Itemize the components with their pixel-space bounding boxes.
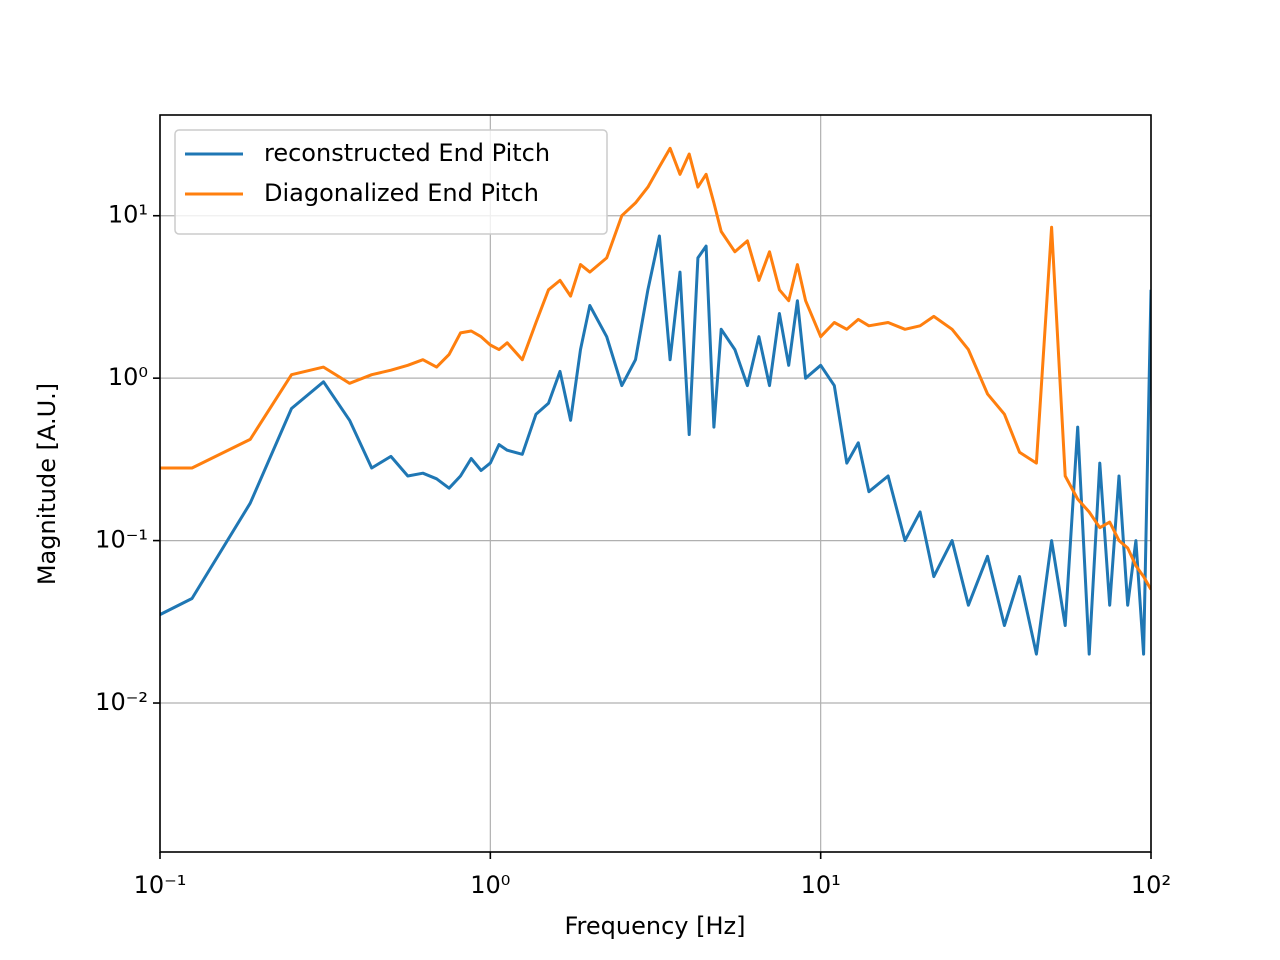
legend-label: Diagonalized End Pitch (264, 179, 539, 207)
y-tick-label: 10⁻² (95, 688, 148, 716)
y-tick-label: 10⁻¹ (95, 526, 148, 554)
legend-box (174, 129, 608, 235)
y-tick-label: 10⁰ (108, 363, 148, 391)
series-line (160, 146, 1151, 591)
x-tick-label: 10¹ (801, 871, 841, 899)
legend-label: reconstructed End Pitch (264, 139, 550, 167)
x-tick-label: 10⁰ (470, 871, 510, 899)
y-axis-label: Magnitude [A.U.] (33, 383, 61, 585)
x-axis-label: Frequency [Hz] (565, 912, 746, 940)
series-line (160, 234, 1151, 656)
x-tick-label: 10² (1131, 871, 1171, 899)
y-tick-label: 10¹ (108, 201, 148, 229)
x-tick-label: 10⁻¹ (134, 871, 187, 899)
plot-frame (159, 114, 1152, 853)
